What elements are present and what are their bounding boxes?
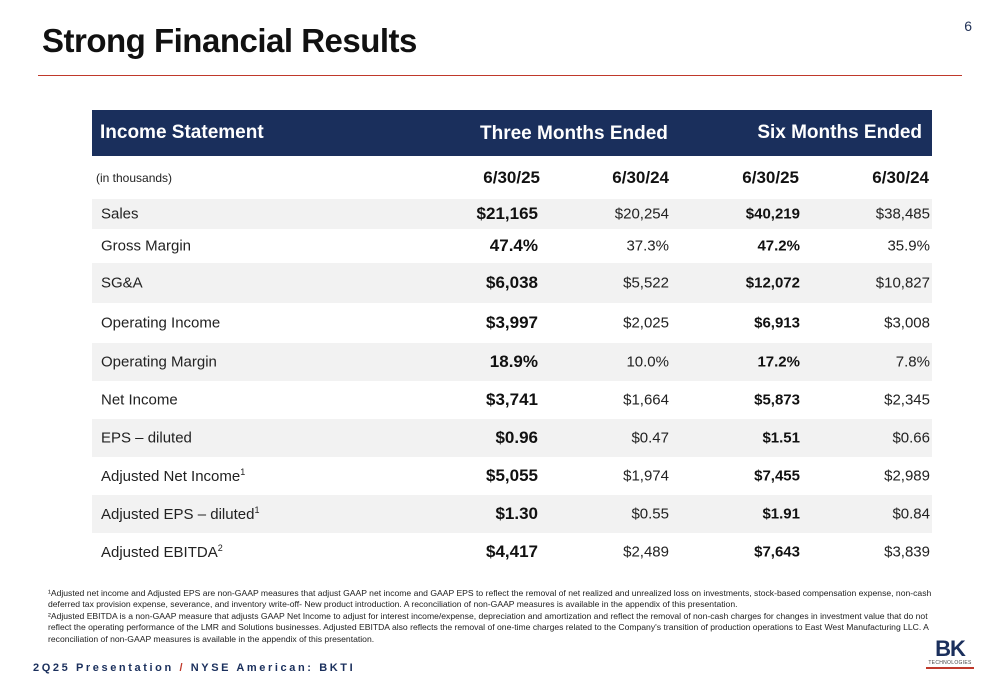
row-value: 7.8% bbox=[895, 353, 930, 371]
table-header: Income Statement Three Months Ended Six … bbox=[92, 110, 932, 156]
table-row: Adjusted Net Income1 $5,055 $1,974 $7,455 $2… bbox=[92, 457, 932, 495]
row-value: $1,974 bbox=[623, 467, 669, 485]
row-label: Adjusted EBITDA2 bbox=[101, 543, 223, 561]
row-value: 37.3% bbox=[626, 237, 669, 255]
footer-presentation: 2Q25 Presentation bbox=[33, 662, 174, 674]
row-value: $3,741 bbox=[486, 390, 538, 409]
table-row: Net Income $3,741 $1,664 $5,873 $2,345 bbox=[92, 381, 932, 419]
row-value: $1,664 bbox=[623, 391, 669, 409]
row-label-text: Adjusted EPS – diluted bbox=[101, 506, 255, 523]
row-label: Adjusted Net Income1 bbox=[101, 467, 245, 485]
title-divider bbox=[38, 75, 962, 76]
page-number: 6 bbox=[964, 18, 972, 34]
row-label: EPS – diluted bbox=[101, 430, 192, 447]
row-value: $6,913 bbox=[754, 314, 800, 332]
row-value: $20,254 bbox=[614, 205, 669, 223]
row-label-text: Gross Margin bbox=[101, 237, 192, 255]
table-subheader-row: (in thousands) 6/30/25 6/30/24 6/30/25 6… bbox=[92, 156, 932, 199]
row-value: $0.96 bbox=[495, 428, 538, 447]
row-label-text: Net Income bbox=[101, 391, 178, 409]
table-row: Adjusted EBITDA2 $4,417 $2,489 $7,643 $3,839 bbox=[92, 533, 932, 571]
footnote-marker: 1 bbox=[240, 467, 246, 477]
row-label: Gross Margin bbox=[101, 238, 191, 255]
row-value: $3,008 bbox=[884, 314, 930, 332]
date-header: 6/30/24 bbox=[872, 167, 929, 187]
row-label-text: SG&A bbox=[101, 274, 143, 292]
row-value: $3,839 bbox=[884, 543, 930, 561]
row-value: 47.4% bbox=[489, 236, 538, 255]
row-value: $0.84 bbox=[892, 505, 930, 523]
table-row: Operating Income $3,997 $2,025 $6,913 $3,008 bbox=[92, 303, 932, 343]
footnote-2: ²Adjusted EBITDA is a non-GAAP measure t… bbox=[48, 610, 929, 644]
row-value: 18.9% bbox=[489, 352, 538, 371]
bk-technologies-logo: BK TECHNOLOGIES bbox=[926, 638, 974, 669]
row-value: $0.55 bbox=[631, 505, 669, 523]
row-label: Net Income bbox=[101, 392, 178, 409]
row-label-text: EPS – diluted bbox=[101, 429, 192, 447]
footnote-marker: 1 bbox=[254, 505, 260, 515]
footnote-marker: 2 bbox=[217, 543, 223, 553]
logo-underline bbox=[926, 667, 974, 669]
row-value: $5,055 bbox=[486, 466, 538, 485]
row-label: SG&A bbox=[101, 275, 143, 292]
table-body: Sales $21,165 $20,254 $40,219 $38,485 Gross M… bbox=[92, 199, 932, 571]
row-value: $7,455 bbox=[754, 467, 800, 485]
date-header: 6/30/24 bbox=[612, 167, 669, 187]
row-value: $1.30 bbox=[495, 504, 538, 523]
row-value: $6,038 bbox=[486, 273, 538, 292]
footnotes: ¹Adjusted net income and Adjusted EPS ar… bbox=[48, 588, 953, 645]
row-value: $0.47 bbox=[631, 429, 669, 447]
row-value: $5,873 bbox=[754, 391, 800, 409]
row-value: $2,489 bbox=[623, 543, 669, 561]
table-row: Sales $21,165 $20,254 $40,219 $38,485 bbox=[92, 199, 932, 229]
row-value: 47.2% bbox=[757, 237, 800, 255]
page-title: Strong Financial Results bbox=[42, 22, 417, 59]
row-value: $2,345 bbox=[884, 391, 930, 409]
row-value: $2,025 bbox=[623, 314, 669, 332]
row-value: $38,485 bbox=[875, 205, 930, 223]
row-label-text: Sales bbox=[101, 205, 139, 223]
row-label-text: Operating Margin bbox=[101, 353, 217, 371]
row-value: $10,827 bbox=[875, 274, 930, 292]
date-header: 6/30/25 bbox=[483, 167, 540, 187]
row-value: $3,997 bbox=[486, 313, 538, 332]
units-label: (in thousands) bbox=[96, 170, 173, 185]
logo-tagline: TECHNOLOGIES bbox=[928, 660, 972, 666]
header-three-months-ended: Three Months Ended bbox=[480, 123, 668, 144]
table-row: Adjusted EPS – diluted1 $1.30 $0.55 $1.91 $0… bbox=[92, 495, 932, 533]
row-value: $5,522 bbox=[623, 274, 669, 292]
row-label-text: Adjusted EBITDA bbox=[101, 544, 218, 561]
row-value: 17.2% bbox=[757, 353, 800, 371]
income-statement-table: Income Statement Three Months Ended Six … bbox=[92, 110, 932, 571]
row-value: $21,165 bbox=[476, 204, 538, 223]
row-value: $1.91 bbox=[762, 505, 800, 523]
row-label: Operating Income bbox=[101, 315, 220, 332]
row-value: $1.51 bbox=[762, 429, 800, 447]
row-value: $12,072 bbox=[745, 274, 800, 292]
table-row: SG&A $6,038 $5,522 $12,072 $10,827 bbox=[92, 263, 932, 303]
date-header: 6/30/25 bbox=[742, 167, 799, 187]
row-label: Operating Margin bbox=[101, 354, 217, 371]
table-row: Operating Margin 18.9% 10.0% 17.2% 7.8% bbox=[92, 343, 932, 381]
row-value: 10.0% bbox=[626, 353, 669, 371]
footnote-1: ¹Adjusted net income and Adjusted EPS ar… bbox=[48, 588, 932, 610]
footer-separator: / bbox=[179, 662, 186, 674]
logo-mark: BK bbox=[935, 636, 966, 661]
row-label: Adjusted EPS – diluted1 bbox=[101, 505, 259, 523]
row-label-text: Operating Income bbox=[101, 314, 221, 332]
row-value: $40,219 bbox=[745, 205, 800, 223]
footer-ticker: NYSE American: BKTI bbox=[190, 662, 356, 674]
table-row: Gross Margin 47.4% 37.3% 47.2% 35.9% bbox=[92, 229, 932, 263]
footer-label: 2Q25 Presentation / NYSE American: BKTI bbox=[33, 662, 355, 674]
row-label: Sales bbox=[101, 206, 139, 223]
header-income-statement: Income Statement bbox=[100, 122, 264, 143]
row-value: 35.9% bbox=[887, 237, 930, 255]
row-label-text: Adjusted Net Income bbox=[101, 468, 241, 485]
row-value: $0.66 bbox=[892, 429, 930, 447]
table-row: EPS – diluted $0.96 $0.47 $1.51 $0.66 bbox=[92, 419, 932, 457]
header-six-months-ended: Six Months Ended bbox=[757, 122, 922, 143]
row-value: $7,643 bbox=[754, 543, 800, 561]
row-value: $2,989 bbox=[884, 467, 930, 485]
row-value: $4,417 bbox=[486, 542, 538, 561]
